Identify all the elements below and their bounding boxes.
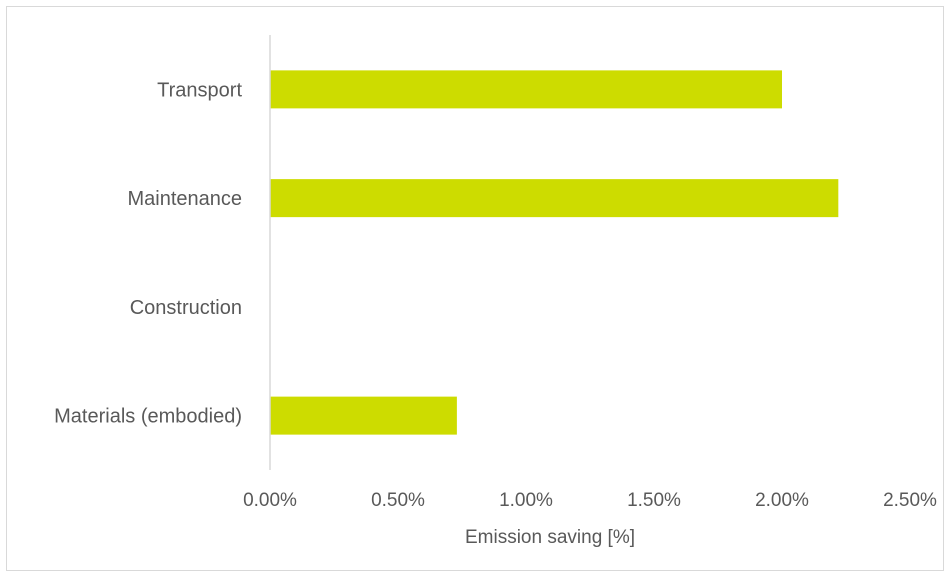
x-tick-labels: 0.00% 0.50% 1.00% 1.50% 2.00% 2.50% xyxy=(243,490,937,511)
category-label: Construction xyxy=(130,297,242,319)
x-tick-label: 1.00% xyxy=(499,490,553,511)
chart-frame xyxy=(6,6,944,571)
category-label: Materials (embodied) xyxy=(54,406,242,428)
bar-materials-embodied xyxy=(270,396,457,435)
x-axis-title: Emission saving [%] xyxy=(465,527,635,548)
category-label: Transport xyxy=(157,79,242,101)
x-tick-label: 0.00% xyxy=(243,490,297,511)
category-labels: Transport Maintenance Construction Material… xyxy=(54,79,242,427)
bars-group xyxy=(270,70,839,435)
x-tick-label: 2.00% xyxy=(755,490,809,511)
x-tick-label: 2.50% xyxy=(883,490,937,511)
x-tick-label: 0.50% xyxy=(371,490,425,511)
category-label: Maintenance xyxy=(127,188,242,210)
x-tick-label: 1.50% xyxy=(627,490,681,511)
bar-transport xyxy=(270,70,782,109)
bar-maintenance xyxy=(270,179,839,218)
